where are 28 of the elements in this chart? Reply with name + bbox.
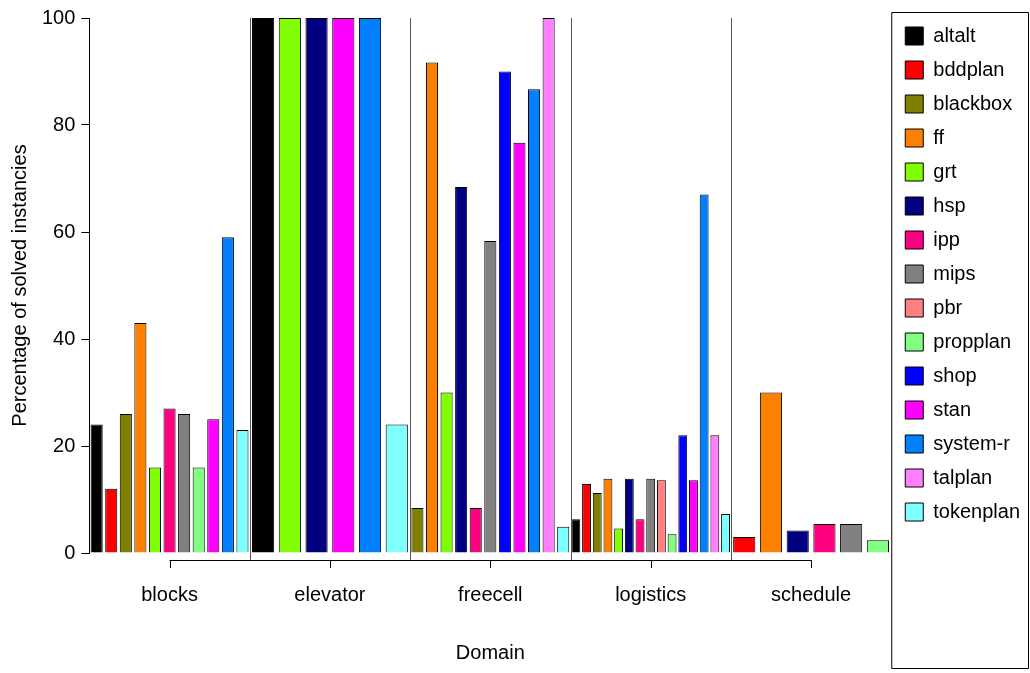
x-tick-label: freecell <box>458 582 523 605</box>
x-axis-title: Domain <box>455 640 525 663</box>
y-tick-label: 40 <box>53 326 76 349</box>
x-tick-label: logistics <box>615 582 687 605</box>
x-tick-label: schedule <box>771 582 852 605</box>
y-tick-label: 80 <box>53 112 76 135</box>
y-tick-label: 0 <box>64 540 76 563</box>
y-tick-label: 100 <box>41 5 76 28</box>
legend-label: grt <box>933 159 958 182</box>
x-tick-label: elevator <box>294 582 366 605</box>
y-tick-label: 20 <box>53 433 76 456</box>
y-tick-label: 60 <box>53 219 76 242</box>
legend-label: hsp <box>933 193 966 216</box>
legend-label: ipp <box>933 227 960 250</box>
legend-label: stan <box>933 397 972 420</box>
legend-label: mips <box>933 261 976 284</box>
legend-label: blackbox <box>933 91 1013 114</box>
legend-label: system-r <box>933 431 1011 454</box>
legend-label: pbr <box>933 295 963 318</box>
y-axis-title: Percentage of solved instancies <box>7 144 30 427</box>
x-tick-label: blocks <box>141 582 198 605</box>
legend-label: propplan <box>933 329 1012 352</box>
legend-label: altalt <box>933 23 976 46</box>
legend-label: talplan <box>933 465 993 488</box>
legend-label: tokenplan <box>933 499 1021 522</box>
legend-label: bddplan <box>933 57 1005 80</box>
legend-label: shop <box>933 363 977 386</box>
legend-label: ff <box>933 125 945 148</box>
